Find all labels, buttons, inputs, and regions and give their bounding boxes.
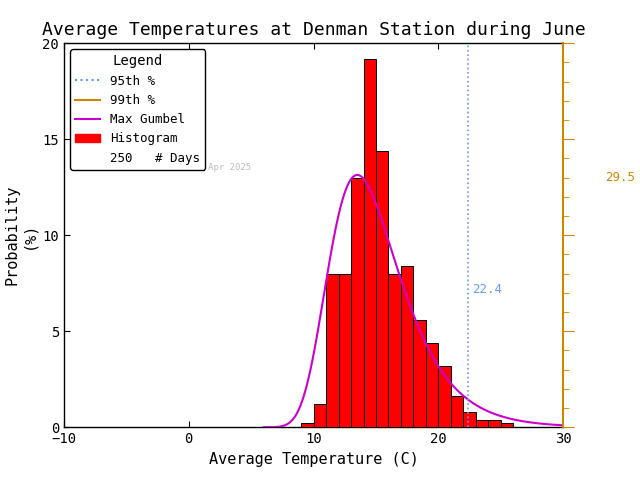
Text: Made on 25 Apr 2025: Made on 25 Apr 2025 bbox=[149, 163, 251, 172]
Bar bbox=[339, 274, 351, 427]
Bar bbox=[413, 320, 426, 427]
Text: 22.4: 22.4 bbox=[472, 283, 502, 296]
Bar bbox=[364, 59, 376, 427]
Bar bbox=[501, 423, 513, 427]
Bar bbox=[476, 420, 488, 427]
Text: 29.5: 29.5 bbox=[605, 171, 636, 184]
Bar bbox=[426, 343, 438, 427]
Bar bbox=[463, 412, 476, 427]
Bar bbox=[301, 423, 314, 427]
Bar bbox=[401, 266, 413, 427]
Bar bbox=[438, 366, 451, 427]
Bar bbox=[376, 151, 388, 427]
Bar bbox=[351, 178, 364, 427]
Title: Average Temperatures at Denman Station during June: Average Temperatures at Denman Station d… bbox=[42, 21, 586, 39]
Bar bbox=[388, 274, 401, 427]
Legend: 95th %, 99th %, Max Gumbel, Histogram, 250   # Days: 95th %, 99th %, Max Gumbel, Histogram, 2… bbox=[70, 49, 205, 170]
Bar bbox=[326, 274, 339, 427]
X-axis label: Average Temperature (C): Average Temperature (C) bbox=[209, 452, 419, 467]
Bar bbox=[451, 396, 463, 427]
Bar bbox=[314, 404, 326, 427]
Y-axis label: Probability
(%): Probability (%) bbox=[4, 185, 37, 286]
Bar bbox=[488, 420, 501, 427]
